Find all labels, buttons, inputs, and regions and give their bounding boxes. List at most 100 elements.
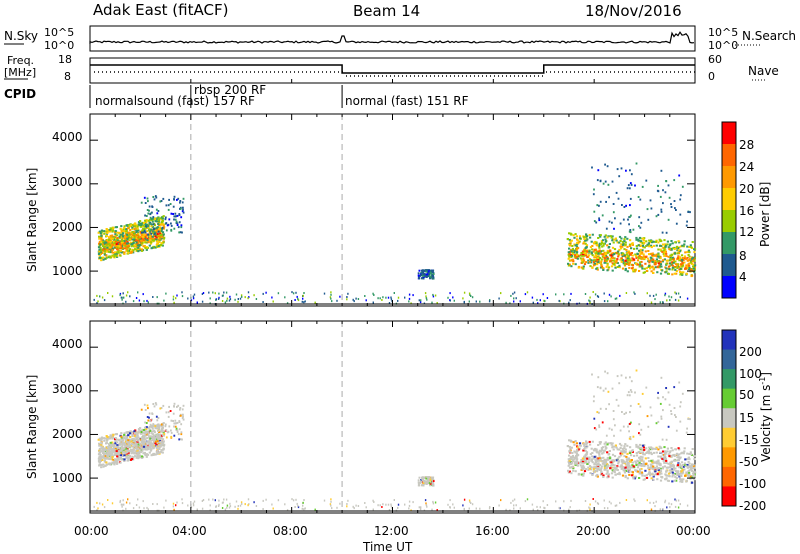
velocity-ground-cell <box>240 501 243 504</box>
power-cell <box>662 252 665 255</box>
power-cell <box>605 227 608 230</box>
velocity-cell <box>591 473 594 476</box>
velocity-cell <box>625 411 627 414</box>
power-cell <box>108 246 111 249</box>
power-cell <box>109 240 113 243</box>
power-ground-cell <box>138 299 141 302</box>
power-ground-cell <box>505 301 507 304</box>
power-cell <box>161 221 164 223</box>
velocity-cell <box>650 447 653 449</box>
power-cell <box>165 229 168 232</box>
power-ground-cell <box>175 297 177 300</box>
velocity-cell <box>636 470 640 473</box>
power-cell <box>615 191 618 194</box>
velocity-cell <box>571 459 574 461</box>
power-cell <box>628 266 631 269</box>
power-ground-cell <box>372 292 374 295</box>
velocity-cell <box>149 449 153 452</box>
velocity-cell <box>154 427 157 430</box>
power-cbar-tick-20: 20 <box>739 182 755 196</box>
power-cell <box>635 236 638 239</box>
power-cell <box>156 218 159 221</box>
power-cell <box>588 250 591 253</box>
velocity-ground-cell <box>226 506 228 509</box>
velocity-cell <box>137 443 140 446</box>
velocity-cell <box>152 430 155 433</box>
velocity-cell <box>681 451 684 454</box>
power-ground-cell <box>346 296 348 298</box>
power-ground-cell <box>165 292 167 295</box>
velocity-cell <box>585 453 588 456</box>
power-cell <box>137 248 140 251</box>
velocity-cell <box>635 369 638 372</box>
vel-ytick-1000: 1000 <box>52 471 83 485</box>
power-cell <box>159 200 162 203</box>
velocity-cell <box>611 446 614 449</box>
power-cell <box>621 255 624 257</box>
power-cell <box>149 216 152 219</box>
power-cell <box>591 266 594 269</box>
velocity-cell <box>631 471 634 474</box>
power-cell <box>105 235 108 237</box>
power-cell <box>602 267 605 270</box>
velocity-ground-cell <box>295 498 297 501</box>
power-cell <box>675 272 678 275</box>
velocity-cell <box>132 458 135 461</box>
power-ground-cell <box>352 298 354 301</box>
power-cell <box>576 251 579 254</box>
velocity-cell <box>103 453 106 456</box>
power-cell <box>112 251 115 254</box>
power-cell <box>601 253 604 256</box>
power-cell <box>597 237 600 239</box>
velocity-cell <box>614 473 617 476</box>
velocity-cell <box>598 426 601 429</box>
panel-power-frame <box>89 113 696 307</box>
power-cell <box>600 243 603 246</box>
power-cell <box>132 233 135 236</box>
velocity-cell <box>638 468 642 471</box>
velocity-cell <box>649 473 652 476</box>
power-ground-cell <box>563 293 565 296</box>
velocity-cell <box>671 463 674 466</box>
power-cell <box>587 261 590 264</box>
power-cell <box>148 232 152 234</box>
power-cell <box>630 173 633 176</box>
velocity-cell <box>662 466 665 469</box>
velocity-cell <box>628 464 631 467</box>
power-cell <box>153 217 156 220</box>
power-cell <box>665 252 668 255</box>
power-cell <box>587 254 590 257</box>
velocity-cell <box>147 448 150 451</box>
power-cell <box>628 253 631 255</box>
velocity-cell <box>604 445 607 448</box>
velocity-cell <box>675 479 678 482</box>
velocity-cell <box>592 400 595 403</box>
velocity-cell <box>160 425 163 428</box>
power-cell <box>129 241 133 244</box>
power-cell <box>111 234 114 237</box>
power-cell <box>645 240 648 243</box>
power-cell <box>656 266 659 269</box>
power-cell <box>589 265 592 268</box>
velocity-cell <box>151 442 154 445</box>
power-cell <box>628 243 632 246</box>
power-ground-cell <box>382 296 384 299</box>
power-cell <box>125 230 128 233</box>
power-ground-cell <box>589 301 591 304</box>
power-ground-cell <box>237 300 239 303</box>
power-cell <box>145 246 148 249</box>
power-cell <box>621 240 624 243</box>
power-cell <box>591 245 594 247</box>
power-ground-cell <box>365 299 367 302</box>
power-cell <box>101 243 104 246</box>
velocity-cell <box>121 441 124 443</box>
power-cell <box>650 270 653 273</box>
velocity-cell <box>123 437 126 440</box>
velocity-ground-cell <box>498 504 500 507</box>
power-cell <box>665 231 668 234</box>
power-cell <box>104 243 107 246</box>
velocity-cell <box>174 425 177 428</box>
power-cell <box>643 241 646 244</box>
power-cell <box>589 246 592 249</box>
xtick-1200: 12:00 <box>374 524 409 538</box>
